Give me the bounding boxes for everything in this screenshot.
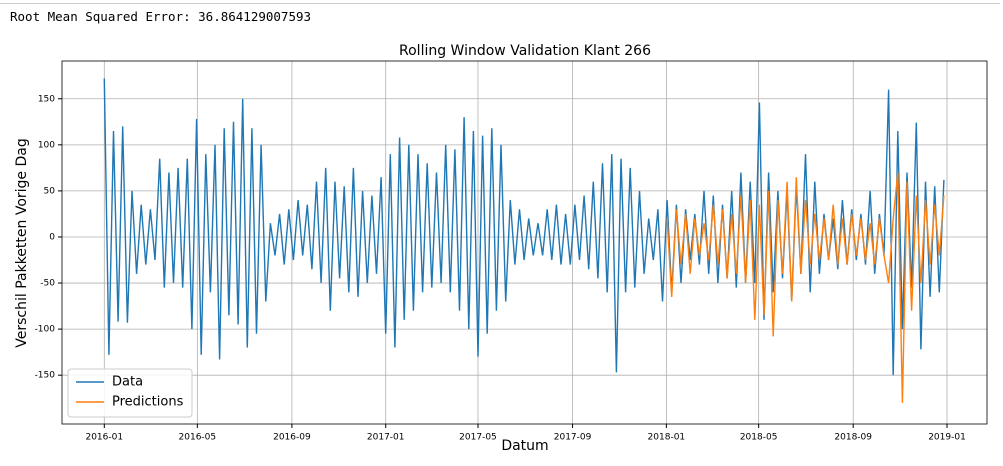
- x-tick-label: 2016-09: [273, 433, 311, 443]
- x-tick-label: 2016-05: [179, 433, 217, 443]
- data-line: [666, 172, 945, 403]
- x-tick-label: 2016-01: [85, 433, 123, 443]
- cell-border: [0, 0, 1000, 4]
- y-tick-label: -100: [35, 325, 56, 335]
- output-text: Root Mean Squared Error: 36.864129007593: [10, 9, 312, 24]
- x-tick-label: 2018-09: [834, 433, 872, 443]
- plot-frame: [61, 60, 988, 425]
- x-tick-label: 2018-05: [740, 433, 778, 443]
- legend-label: Predictions: [112, 395, 184, 410]
- x-axis-label: Datum: [501, 438, 548, 454]
- y-tick-label: -50: [40, 279, 55, 289]
- x-tick-label: 2019-01: [928, 433, 966, 443]
- data-line: [103, 78, 945, 376]
- x-tick-label: 2018-01: [648, 433, 686, 443]
- y-tick-label: 50: [44, 186, 56, 196]
- x-tick-label: 2017-01: [367, 433, 405, 443]
- y-tick-label: 100: [38, 140, 55, 150]
- x-tick-label: 2017-09: [554, 433, 592, 443]
- y-tick-label: -150: [35, 371, 56, 381]
- legend-box: [67, 368, 193, 418]
- chart-title: Rolling Window Validation Klant 266: [399, 43, 651, 59]
- legend-label: Data: [112, 375, 143, 390]
- y-tick-label: 0: [49, 232, 55, 242]
- y-axis-label: Verschil Pakketten Vorige Dag: [14, 138, 30, 348]
- y-tick-label: 150: [38, 94, 55, 104]
- x-tick-label: 2017-05: [459, 433, 497, 443]
